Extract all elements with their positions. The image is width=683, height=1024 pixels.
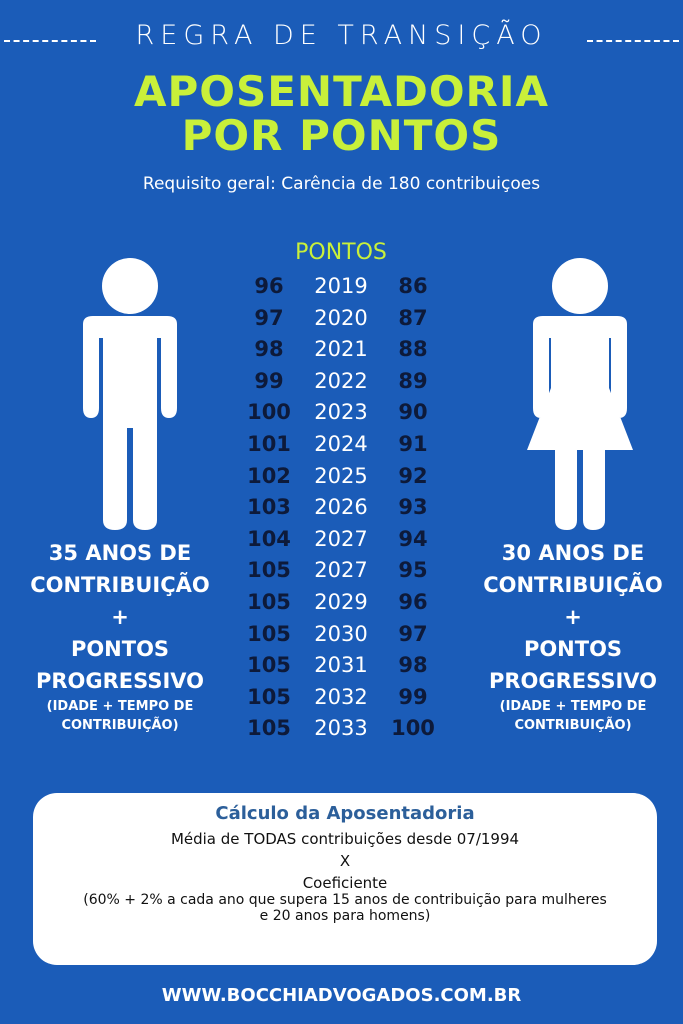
women-requirements: 30 ANOS DE CONTRIBUIÇÃO + PONTOS PROGRES… bbox=[458, 537, 683, 735]
table-row: 102 2025 92 bbox=[230, 464, 450, 496]
year: 2020 bbox=[314, 305, 368, 330]
women-line-3: PONTOS bbox=[523, 637, 623, 661]
table-row: 96 2019 86 bbox=[230, 274, 450, 306]
men-points: 105 bbox=[247, 653, 291, 678]
men-line-3: PONTOS bbox=[70, 637, 170, 661]
men-points: 99 bbox=[254, 368, 284, 393]
men-requirements: 35 ANOS DE CONTRIBUIÇÃO + PONTOS PROGRES… bbox=[5, 537, 235, 735]
year: 2023 bbox=[314, 400, 368, 425]
women-points: 99 bbox=[398, 684, 428, 709]
calc-title: Cálculo da Aposentadoria bbox=[215, 803, 475, 824]
table-row: 105 2032 99 bbox=[230, 685, 450, 717]
calculation-box: Cálculo da Aposentadoria Média de TODAS … bbox=[33, 793, 657, 965]
women-points: 90 bbox=[398, 400, 428, 425]
title-line-2: POR PONTOS bbox=[181, 111, 502, 160]
men-line-4: PROGRESSIVO bbox=[35, 669, 205, 693]
table-row: 98 2021 88 bbox=[230, 337, 450, 369]
men-plus: + bbox=[111, 605, 129, 629]
women-note-1: (IDADE + TEMPO DE bbox=[499, 699, 647, 714]
table-row: 101 2024 91 bbox=[230, 432, 450, 464]
year: 2021 bbox=[314, 337, 368, 362]
table-row: 105 2030 97 bbox=[230, 622, 450, 654]
man-icon bbox=[83, 258, 177, 530]
men-points: 97 bbox=[254, 305, 284, 330]
women-points: 93 bbox=[398, 495, 428, 520]
men-line-2: CONTRIBUIÇÃO bbox=[30, 573, 210, 597]
table-row: 100 2023 90 bbox=[230, 400, 450, 432]
year: 2033 bbox=[314, 716, 368, 741]
women-points: 97 bbox=[398, 621, 428, 646]
men-points: 103 bbox=[247, 495, 291, 520]
divider bbox=[587, 40, 679, 42]
year: 2024 bbox=[314, 432, 368, 456]
table-row: 99 2022 89 bbox=[230, 369, 450, 401]
men-points: 101 bbox=[247, 432, 291, 456]
women-points: 96 bbox=[398, 590, 428, 614]
divider bbox=[4, 40, 96, 42]
women-points: 86 bbox=[398, 274, 428, 298]
kicker: REGRA DE TRANSIÇÃO bbox=[135, 20, 548, 51]
men-points: 105 bbox=[247, 590, 291, 614]
year: 2027 bbox=[314, 526, 368, 551]
table-row: 105 2031 98 bbox=[230, 653, 450, 685]
calc-line-4: e 20 anos para homens) bbox=[259, 908, 431, 924]
title-line-1: APOSENTADORIA bbox=[133, 67, 549, 116]
woman-icon bbox=[527, 258, 633, 530]
men-points: 105 bbox=[247, 716, 291, 741]
men-note-2: CONTRIBUIÇÃO) bbox=[61, 718, 179, 733]
year: 2029 bbox=[314, 590, 368, 614]
women-points: 87 bbox=[398, 305, 428, 330]
year: 2030 bbox=[314, 621, 368, 646]
women-line-1: 30 ANOS DE bbox=[501, 541, 645, 565]
calc-line-2: Coeficiente bbox=[302, 874, 388, 892]
women-note-2: CONTRIBUIÇÃO) bbox=[514, 718, 632, 733]
women-line-4: PROGRESSIVO bbox=[488, 669, 658, 693]
calc-line-3: (60% + 2% a cada ano que supera 15 anos … bbox=[83, 892, 607, 908]
table-row: 103 2026 93 bbox=[230, 495, 450, 527]
table-row: 104 2027 94 bbox=[230, 527, 450, 559]
year: 2032 bbox=[314, 684, 368, 709]
subtitle: Requisito geral: Carência de 180 contrib… bbox=[142, 174, 541, 194]
year: 2025 bbox=[314, 463, 368, 488]
year: 2026 bbox=[314, 495, 368, 520]
calc-line-1: Média de TODAS contribuições desde 07/19… bbox=[170, 830, 520, 848]
women-points: 100 bbox=[391, 716, 435, 741]
women-plus: + bbox=[564, 605, 582, 629]
year: 2019 bbox=[314, 274, 368, 298]
year: 2031 bbox=[314, 653, 368, 678]
women-points: 95 bbox=[398, 558, 428, 583]
website-url[interactable]: WWW.BOCCHIADVOGADOS.COM.BR bbox=[161, 985, 522, 1006]
men-points: 104 bbox=[247, 526, 291, 551]
men-points: 105 bbox=[247, 621, 291, 646]
men-points: 105 bbox=[247, 558, 291, 583]
women-line-2: CONTRIBUIÇÃO bbox=[483, 573, 663, 597]
table-row: 105 2033 100 bbox=[230, 716, 450, 748]
men-points: 102 bbox=[247, 463, 291, 488]
year: 2022 bbox=[314, 368, 368, 393]
women-points: 89 bbox=[398, 368, 428, 393]
men-line-1: 35 ANOS DE bbox=[48, 541, 192, 565]
table-heading: PONTOS bbox=[295, 240, 387, 265]
men-points: 100 bbox=[247, 400, 291, 425]
table-row: 105 2027 95 bbox=[230, 558, 450, 590]
table-row: 105 2029 96 bbox=[230, 590, 450, 622]
calc-times: X bbox=[339, 852, 351, 870]
men-points: 105 bbox=[247, 684, 291, 709]
women-points: 91 bbox=[398, 432, 428, 456]
men-points: 98 bbox=[254, 337, 284, 362]
men-note-1: (IDADE + TEMPO DE bbox=[46, 699, 194, 714]
women-points: 98 bbox=[398, 653, 428, 678]
men-points: 96 bbox=[254, 274, 284, 298]
women-points: 88 bbox=[398, 337, 428, 362]
table-row: 97 2020 87 bbox=[230, 306, 450, 338]
year: 2027 bbox=[314, 558, 368, 583]
women-points: 92 bbox=[398, 463, 428, 488]
women-points: 94 bbox=[398, 526, 428, 551]
